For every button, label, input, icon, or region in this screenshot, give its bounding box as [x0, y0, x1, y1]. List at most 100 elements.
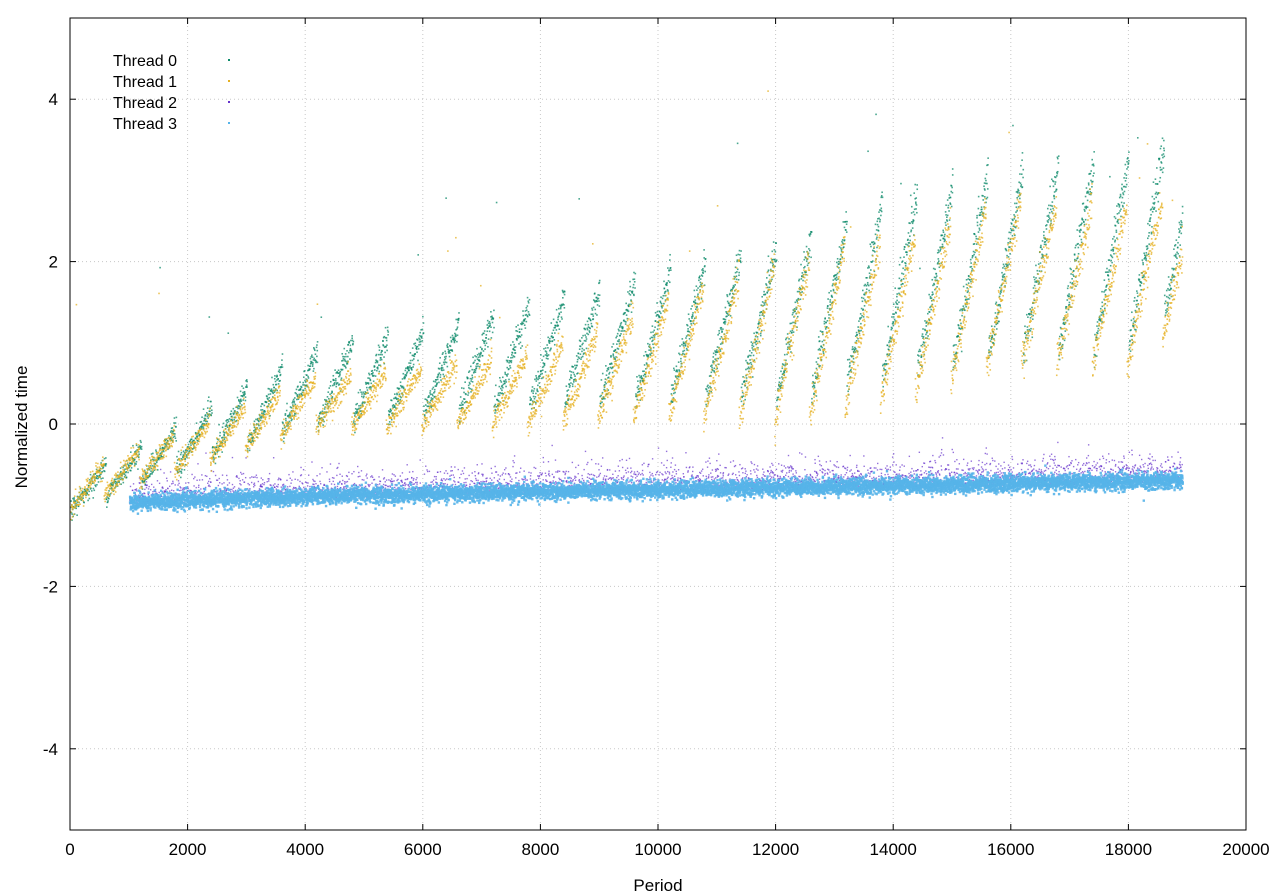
data-point	[755, 468, 758, 470]
data-point	[176, 510, 179, 514]
data-point	[1057, 441, 1059, 444]
data-point	[1134, 465, 1136, 467]
data-point	[302, 468, 305, 471]
data-point	[877, 462, 879, 465]
data-point	[200, 499, 203, 502]
data-point	[1001, 468, 1004, 470]
data-point	[896, 473, 898, 475]
data-point	[1053, 462, 1055, 464]
data-point	[1100, 465, 1103, 467]
data-point	[221, 474, 224, 476]
data-point	[444, 482, 446, 485]
data-point	[172, 482, 174, 484]
data-point	[187, 498, 190, 502]
data-point	[215, 501, 218, 504]
data-point	[920, 474, 923, 476]
data-point	[504, 473, 507, 475]
data-point	[464, 486, 467, 488]
data-point	[535, 479, 537, 481]
data-point	[371, 476, 374, 479]
data-point	[272, 457, 275, 459]
data-point	[272, 484, 275, 486]
data-point	[809, 473, 811, 476]
data-point	[249, 492, 252, 495]
data-point	[1140, 466, 1142, 469]
data-point	[967, 468, 970, 470]
data-point	[475, 477, 477, 480]
data-point	[573, 477, 576, 479]
data-point	[1156, 467, 1158, 469]
data-point	[836, 460, 838, 463]
data-point	[1080, 472, 1082, 474]
data-point	[200, 495, 202, 497]
data-point	[565, 470, 567, 473]
data-point	[252, 491, 255, 495]
data-point	[715, 470, 717, 472]
data-point	[720, 477, 722, 479]
data-point	[218, 482, 221, 484]
data-point	[565, 480, 568, 482]
data-point	[1161, 466, 1163, 469]
data-point	[844, 467, 847, 470]
data-point	[975, 469, 977, 472]
data-point	[509, 480, 512, 482]
data-point	[465, 481, 467, 484]
data-point	[156, 480, 159, 482]
data-point	[450, 470, 452, 472]
data-point	[430, 481, 432, 483]
data-point	[801, 477, 804, 479]
data-point	[243, 488, 247, 491]
data-point	[384, 481, 386, 483]
data-point	[280, 478, 282, 481]
data-point	[1050, 453, 1053, 455]
data-point	[513, 461, 515, 464]
data-point	[709, 462, 711, 465]
data-point	[696, 475, 698, 477]
data-point	[163, 490, 165, 492]
data-point	[189, 489, 192, 492]
data-point	[287, 501, 290, 504]
data-point	[240, 471, 242, 474]
data-point	[345, 481, 347, 483]
data-point	[404, 484, 406, 487]
data-point	[753, 482, 755, 484]
data-point	[669, 478, 672, 480]
data-point	[454, 466, 456, 468]
data-point	[674, 464, 677, 466]
data-point	[304, 481, 307, 483]
data-point	[412, 470, 414, 473]
data-point	[259, 506, 262, 510]
data-point	[253, 483, 255, 486]
data-point	[694, 477, 697, 479]
data-point	[1031, 470, 1033, 472]
data-point	[179, 505, 183, 508]
data-point	[339, 491, 342, 493]
data-point	[675, 470, 677, 473]
data-point	[1027, 468, 1029, 471]
data-point	[738, 480, 740, 483]
data-point	[560, 478, 562, 481]
data-point	[144, 496, 148, 500]
data-point	[966, 474, 969, 476]
data-point	[265, 494, 268, 498]
data-point	[990, 469, 992, 472]
data-point	[152, 493, 154, 495]
data-point	[1156, 469, 1158, 471]
data-point	[814, 470, 816, 473]
data-point	[886, 469, 888, 471]
data-point	[211, 507, 215, 511]
data-point	[663, 464, 665, 466]
data-point	[1164, 471, 1166, 473]
data-point	[230, 491, 232, 493]
data-point	[1070, 462, 1072, 465]
data-point	[209, 485, 211, 488]
data-point	[274, 496, 278, 500]
data-point	[197, 493, 201, 497]
data-point	[710, 476, 713, 478]
data-point	[313, 485, 315, 488]
data-point	[1040, 469, 1043, 471]
data-point	[519, 467, 522, 469]
data-point	[999, 476, 1002, 479]
data-point	[206, 502, 209, 505]
data-point	[315, 489, 317, 491]
